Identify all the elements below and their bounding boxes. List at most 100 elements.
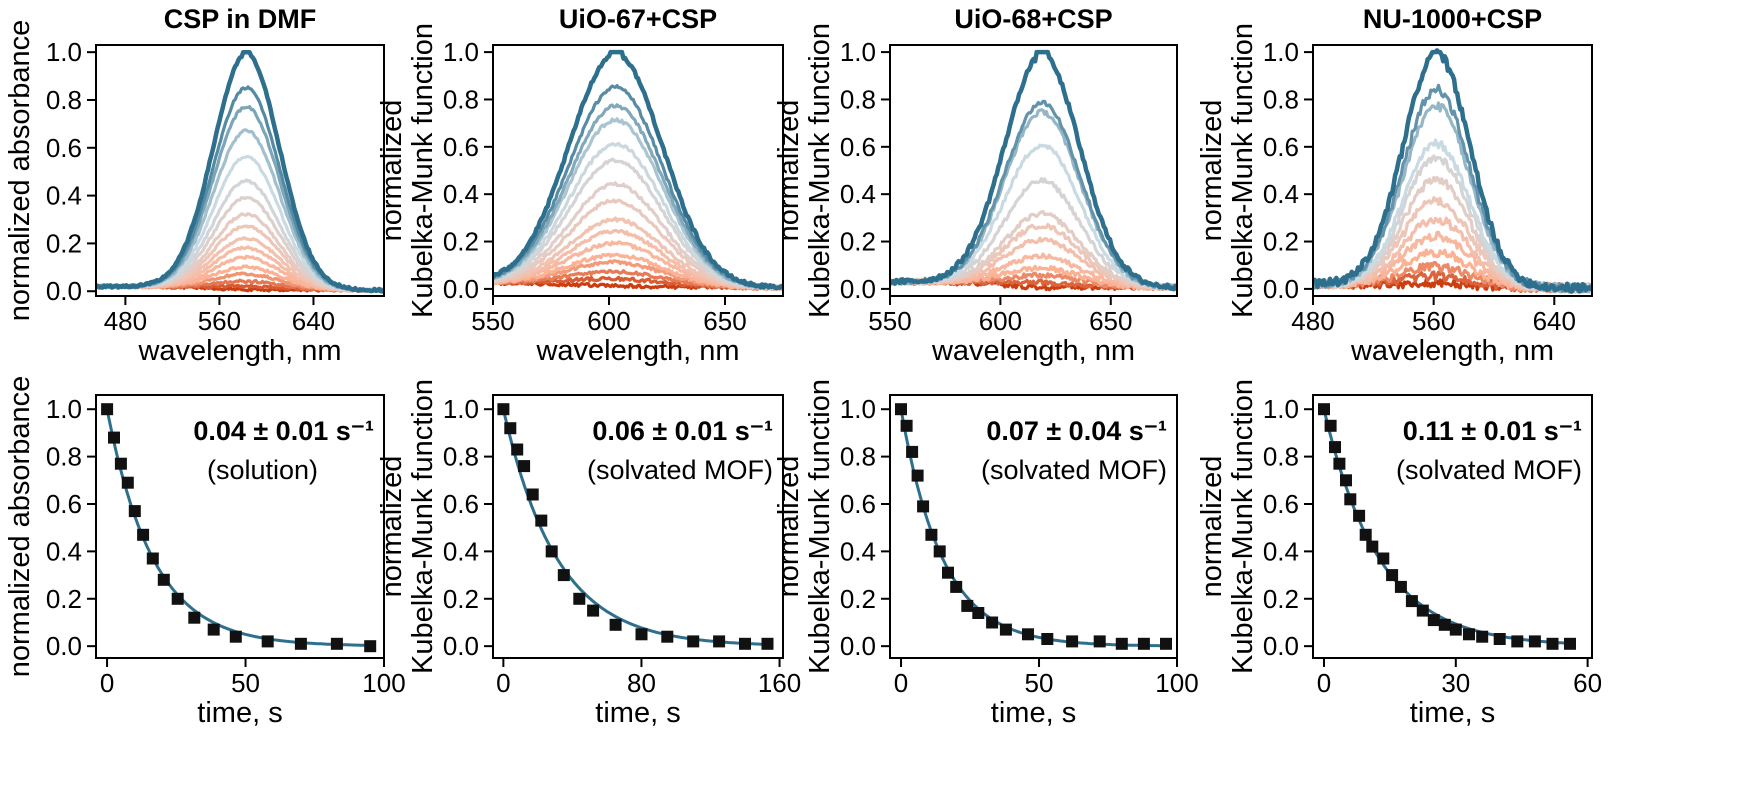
y-axis-label: Kubelka-Munk function	[407, 379, 439, 674]
spectra-series	[96, 49, 384, 294]
spectra-series	[890, 49, 1177, 292]
data-point	[1115, 637, 1128, 650]
y-axis-label: normalized absorbance	[4, 376, 36, 677]
y-tick-label: 0.4	[840, 536, 876, 566]
data-point	[713, 635, 726, 648]
spectra-series	[1313, 48, 1592, 294]
y-tick-label: 0.2	[443, 584, 479, 614]
kinetics-axes-2: 0 80 160 0.0 0.2 0.4 0.6 0.8 1.0 time, s normalize…	[376, 379, 801, 729]
axes-frame	[889, 44, 1178, 297]
y-tick-label: 0.0	[1263, 631, 1299, 661]
data-point	[1386, 569, 1399, 582]
condition-label: (solution)	[207, 455, 318, 485]
y-tick-label: 0.2	[840, 227, 876, 257]
y-tick-label: 0.0	[46, 631, 82, 661]
axes-frame	[1312, 44, 1593, 297]
x-tick-label: 0	[100, 668, 114, 698]
data-point	[146, 552, 159, 565]
data-point	[526, 488, 539, 501]
data-point	[661, 630, 674, 643]
data-point	[1022, 628, 1034, 641]
x-tick-label: 60	[1573, 668, 1602, 698]
data-point	[1438, 618, 1451, 631]
spectrum-curve	[96, 49, 384, 294]
y-tick-label: 0.2	[840, 584, 876, 614]
x-axis-label: wavelength, nm	[137, 335, 341, 367]
y-tick-label: 0.4	[46, 181, 82, 211]
y-tick-label: 0.8	[443, 84, 479, 114]
data-point	[900, 419, 913, 432]
x-tick-label: 550	[471, 306, 514, 336]
x-tick-label: 80	[627, 668, 656, 698]
spectrum-curve	[493, 49, 783, 291]
data-point	[986, 616, 999, 629]
data-point	[518, 460, 531, 473]
y-tick-label: 0.8	[1263, 442, 1299, 472]
y-tick-label: 0.6	[443, 489, 479, 519]
x-tick-label: 30	[1441, 668, 1470, 698]
y-tick-label: 1.0	[46, 394, 82, 424]
y-tick-label: 0.6	[1263, 489, 1299, 519]
y-tick-label: 1.0	[46, 37, 82, 67]
data-point	[961, 599, 974, 612]
y-axis-label: Kubelka-Munk function	[407, 23, 439, 318]
data-point	[121, 476, 134, 489]
data-point	[739, 637, 751, 650]
data-point	[942, 566, 954, 579]
spectra-series	[493, 49, 783, 291]
y-tick-label: 0.2	[1263, 227, 1299, 257]
data-point	[1318, 403, 1330, 416]
y-axis-label: Kubelka-Munk function	[804, 23, 836, 318]
y-tick-label: 0.4	[1263, 179, 1299, 209]
x-tick-label: 650	[1089, 306, 1132, 336]
data-point	[545, 545, 558, 558]
data-point	[1160, 637, 1172, 650]
y-tick-label: 0.8	[46, 442, 82, 472]
y-tick-label: 0.2	[46, 584, 82, 614]
y-tick-label: 0.4	[46, 536, 82, 566]
x-tick-label: 160	[758, 668, 801, 698]
x-axis-label: wavelength, nm	[1350, 335, 1554, 367]
x-tick-label: 0	[496, 668, 510, 698]
y-axis-label: normalized	[376, 100, 408, 242]
y-tick-label: 0.6	[46, 489, 82, 519]
spectra-axes-1: 480 560 640 0.0 0.2 0.4 0.6 0.8 1.0 wavelength, n…	[4, 20, 385, 367]
spectrum-curve	[890, 99, 1177, 291]
axes-frame	[95, 394, 385, 659]
condition-label: (solvated MOF)	[981, 455, 1167, 485]
data-point	[137, 528, 150, 541]
y-tick-label: 0.0	[1263, 274, 1299, 304]
x-tick-label: 640	[1533, 306, 1576, 336]
data-point	[635, 628, 648, 641]
axes-frame	[492, 44, 784, 297]
data-point	[1353, 509, 1366, 522]
rate-constant: 0.07 ± 0.04 s⁻¹	[986, 416, 1167, 446]
y-tick-label: 0.2	[1263, 584, 1299, 614]
data-point	[573, 592, 586, 605]
data-point	[1324, 419, 1337, 432]
spectrum-curve	[493, 141, 783, 291]
x-axis-label: wavelength, nm	[931, 335, 1135, 367]
y-tick-label: 1.0	[1263, 37, 1299, 67]
x-tick-label: 50	[1025, 668, 1054, 698]
y-tick-label: 1.0	[840, 37, 876, 67]
data-point	[1041, 633, 1054, 645]
kinetics-axes-1: 0 50 100 0.0 0.2 0.4 0.6 0.8 1.0 time, s normalize…	[4, 376, 406, 729]
panel-title: UiO-67+CSP	[559, 4, 717, 34]
y-tick-label: 0.4	[840, 179, 876, 209]
y-tick-label: 1.0	[443, 37, 479, 67]
axes-frame	[1312, 394, 1593, 659]
y-axis-label: Kubelka-Munk function	[804, 379, 836, 674]
y-tick-label: 0.8	[1263, 84, 1299, 114]
x-tick-label: 600	[587, 306, 630, 336]
data-point	[207, 623, 220, 636]
y-axis-label: Kubelka-Munk function	[1227, 379, 1259, 674]
y-tick-label: 0.0	[443, 274, 479, 304]
spectra-axes-4: 480 560 640 0.0 0.2 0.4 0.6 0.8 1.0 wavelength, n…	[1196, 23, 1593, 367]
y-tick-label: 0.8	[443, 442, 479, 472]
y-tick-label: 0.6	[1263, 132, 1299, 162]
y-tick-label: 0.8	[46, 85, 82, 115]
x-axis-label: wavelength, nm	[535, 335, 739, 367]
x-tick-label: 640	[292, 306, 335, 336]
